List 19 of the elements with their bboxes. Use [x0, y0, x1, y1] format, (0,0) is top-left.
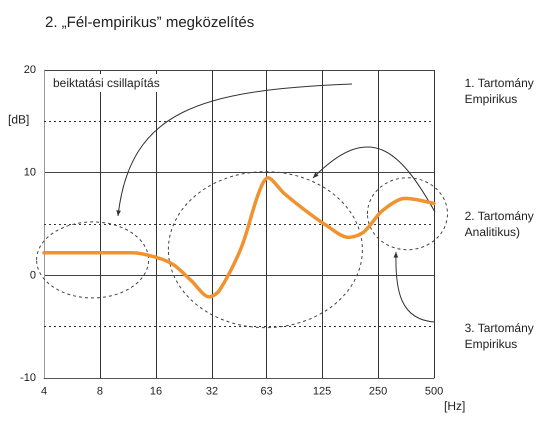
y-tick-label: 10 — [24, 166, 36, 179]
y-tick-label: -10 — [20, 372, 36, 384]
chart-title: 2. „Fél-empirikus” megközelítés — [45, 14, 254, 31]
text: 3. Tartomány Empirikus — [464, 321, 534, 351]
y-axis-title: [dB] — [8, 112, 30, 126]
y-tick-label: 0 — [30, 269, 36, 282]
x-tick-label: 16 — [150, 386, 162, 398]
x-tick-label: 500 — [424, 386, 444, 398]
x-tick-label: 250 — [368, 386, 388, 398]
x-tick-label: 8 — [96, 386, 104, 398]
annotation: beiktatási csillapítás — [53, 76, 160, 90]
x-tick-label: 32 — [206, 386, 218, 398]
x-tick-label: 63 — [260, 386, 273, 398]
x-tick-label: 4 — [40, 386, 48, 398]
x-axis-title: [Hz] — [444, 399, 466, 413]
text: 1. Tartomány Empirikus — [464, 76, 534, 106]
text: 2. Tartomány Analitikus) — [464, 209, 534, 239]
x-tick-label: 125 — [312, 386, 332, 398]
y-tick-label: 20 — [24, 64, 36, 76]
